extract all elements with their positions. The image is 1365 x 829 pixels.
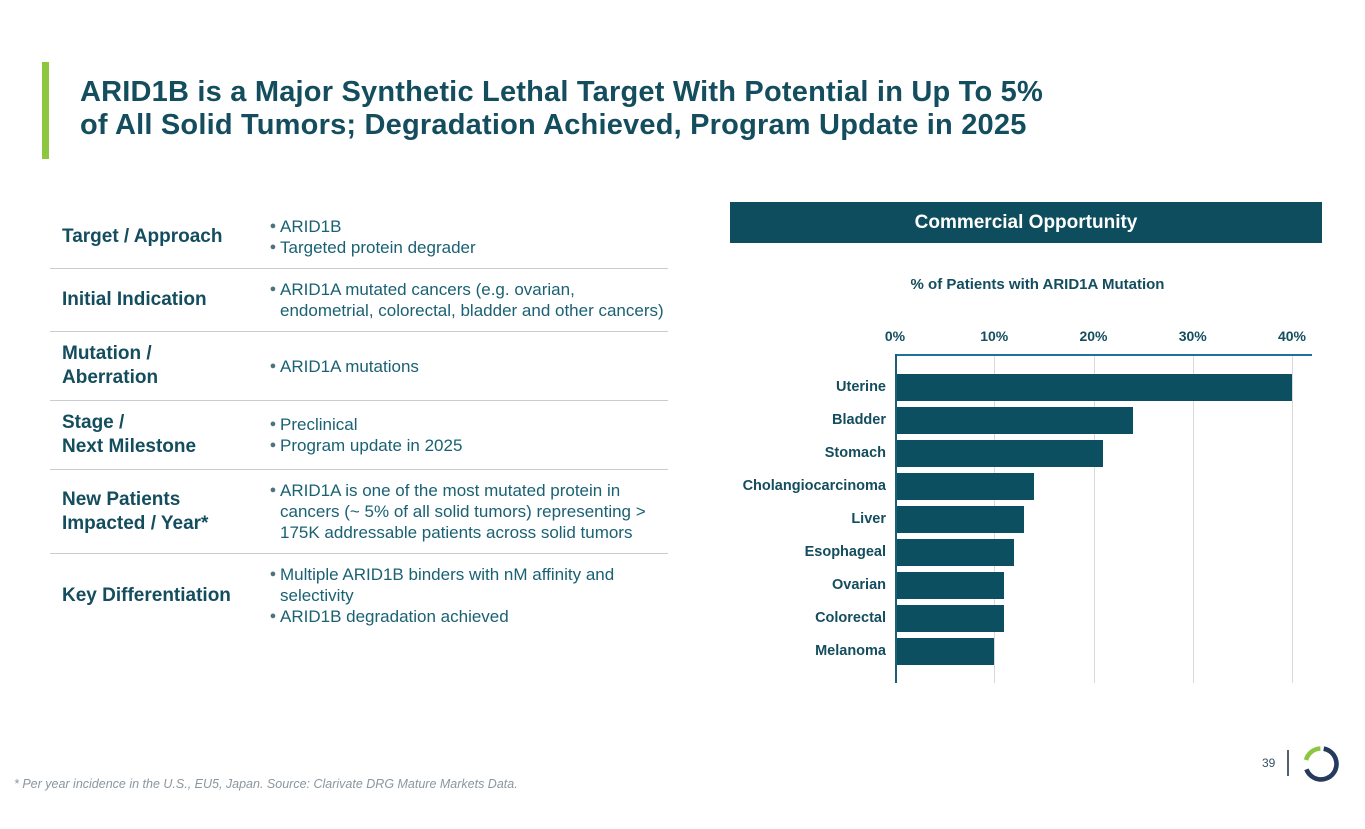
bar: [897, 506, 1025, 533]
title-accent-bar: [42, 62, 49, 159]
page-title-line1: ARID1B is a Major Synthetic Lethal Targe…: [80, 76, 1043, 108]
bar-category-label: Uterine: [836, 379, 886, 395]
gridline: [1192, 356, 1194, 683]
bar: [897, 374, 1292, 401]
chart-left-axis-line: [895, 354, 897, 683]
page-info: 39: [1255, 744, 1350, 788]
bullet-item: ● ARID1A mutated cancers (e.g. ovarian, e…: [266, 279, 668, 321]
gridline: [1093, 356, 1095, 683]
bullet-text: ARID1B: [280, 217, 342, 236]
bullet-dot-icon: ●: [269, 283, 277, 295]
page-title-line2: of All Solid Tumors; Degradation Achieve…: [80, 109, 1027, 141]
bullet-text: Preclinical: [280, 415, 358, 434]
chart-title: % of Patients with ARID1A Mutation: [910, 276, 1165, 293]
footnote: * Per year incidence in the U.S., EU5, J…: [14, 777, 518, 791]
bar-category-label: Colorectal: [815, 610, 886, 626]
bar: [897, 638, 995, 665]
row-bullets: ● Multiple ARID1B binders with nM affinit…: [266, 564, 668, 627]
bullet-item: ● ARID1A is one of the most mutated prote…: [266, 480, 668, 543]
bullet-dot-icon: ●: [269, 568, 277, 580]
bullet-text: ARID1B degradation achieved: [280, 607, 509, 626]
x-tick-label: 0%: [884, 328, 906, 344]
commercial-opportunity-banner: Commercial Opportunity: [730, 202, 1322, 243]
row-label: Stage / Next Milestone: [62, 412, 197, 457]
bar: [897, 572, 1005, 599]
bar-category-label: Cholangiocarcinoma: [742, 478, 886, 494]
gridline: [994, 356, 996, 683]
bullet-item: ● Multiple ARID1B binders with nM affinit…: [266, 564, 668, 606]
ring-logo-icon: [1301, 744, 1341, 789]
row-label: Mutation / Aberration: [62, 343, 159, 388]
bar-category-label: Melanoma: [815, 643, 886, 659]
bullet-text: Program update in 2025: [280, 436, 463, 455]
bar-category-label: Stomach: [824, 445, 886, 461]
table-row: Mutation / Aberration ● ARID1A mutations: [50, 331, 668, 400]
row-bullets: ● ARID1A mutations: [266, 356, 668, 377]
bullet-dot-icon: ●: [269, 220, 277, 232]
bullet-dot-icon: ●: [269, 241, 277, 253]
bullet-dot-icon: ●: [269, 484, 277, 496]
x-tick-label: 30%: [1178, 328, 1207, 344]
page-number-separator: [1287, 750, 1289, 776]
page-number: 39: [1262, 756, 1276, 770]
bar: [897, 539, 1015, 566]
bullet-item: ● ARID1A mutations: [266, 356, 668, 377]
gridline: [1292, 356, 1293, 683]
bar: [897, 605, 1005, 632]
row-label: New Patients Impacted / Year*: [62, 488, 209, 534]
row-bullets: ● Preclinical ● Program update in 2025: [266, 414, 668, 456]
chart-top-axis-line: [895, 354, 1312, 356]
x-tick-label: 10%: [980, 328, 1009, 344]
banner-title: Commercial Opportunity: [914, 212, 1138, 233]
bullet-item: ● ARID1B degradation achieved: [266, 606, 668, 627]
table-row: Stage / Next Milestone ● Preclinical ● Progr…: [50, 400, 668, 469]
row-label: Target / Approach: [62, 226, 223, 247]
bullet-dot-icon: ●: [269, 439, 277, 451]
bullet-item: ● Targeted protein degrader: [266, 237, 668, 258]
bullet-text: ARID1A mutated cancers (e.g. ovarian, en…: [280, 280, 664, 320]
x-tick-label: 20%: [1079, 328, 1108, 344]
bullet-dot-icon: ●: [269, 418, 277, 430]
bullet-text: Multiple ARID1B binders with nM affinity…: [280, 565, 615, 605]
bar-category-label: Liver: [851, 511, 886, 527]
page-title: ARID1B is a Major Synthetic Lethal Targe…: [80, 76, 1280, 142]
row-label: Initial Indication: [62, 289, 207, 310]
x-tick-label: 40%: [1277, 328, 1307, 344]
bar-category-label: Ovarian: [832, 577, 886, 593]
table-row: New Patients Impacted / Year* ● ARID1A is …: [50, 469, 668, 553]
row-label: Key Differentiation: [62, 584, 231, 606]
bar-category-label: Bladder: [832, 412, 886, 428]
bar: [897, 407, 1134, 434]
bullet-text: ARID1A is one of the most mutated protei…: [280, 481, 646, 542]
row-bullets: ● ARID1B ● Targeted protein degrader: [266, 216, 668, 258]
bar: [897, 440, 1104, 467]
bullet-dot-icon: ●: [269, 359, 277, 372]
bullet-text: Targeted protein degrader: [280, 238, 476, 257]
bar: [897, 473, 1034, 500]
bullet-text: ARID1A mutations: [280, 356, 419, 376]
bullet-item: ● Program update in 2025: [266, 435, 668, 456]
bullet-dot-icon: ●: [269, 610, 277, 622]
table-row: Key Differentiation ● Multiple ARID1B bind…: [50, 553, 668, 637]
bar-category-label: Esophageal: [804, 544, 886, 560]
profile-table: Target / Approach ● ARID1B ● Targeted protei…: [50, 206, 668, 637]
table-row: Initial Indication ● ARID1A mutated cancer…: [50, 268, 668, 331]
row-bullets: ● ARID1A is one of the most mutated prote…: [266, 480, 668, 543]
table-row: Target / Approach ● ARID1B ● Targeted protei…: [50, 206, 668, 268]
bullet-item: ● ARID1B: [266, 216, 668, 237]
bullet-item: ● Preclinical: [266, 414, 668, 435]
row-bullets: ● ARID1A mutated cancers (e.g. ovarian, e…: [266, 279, 668, 321]
